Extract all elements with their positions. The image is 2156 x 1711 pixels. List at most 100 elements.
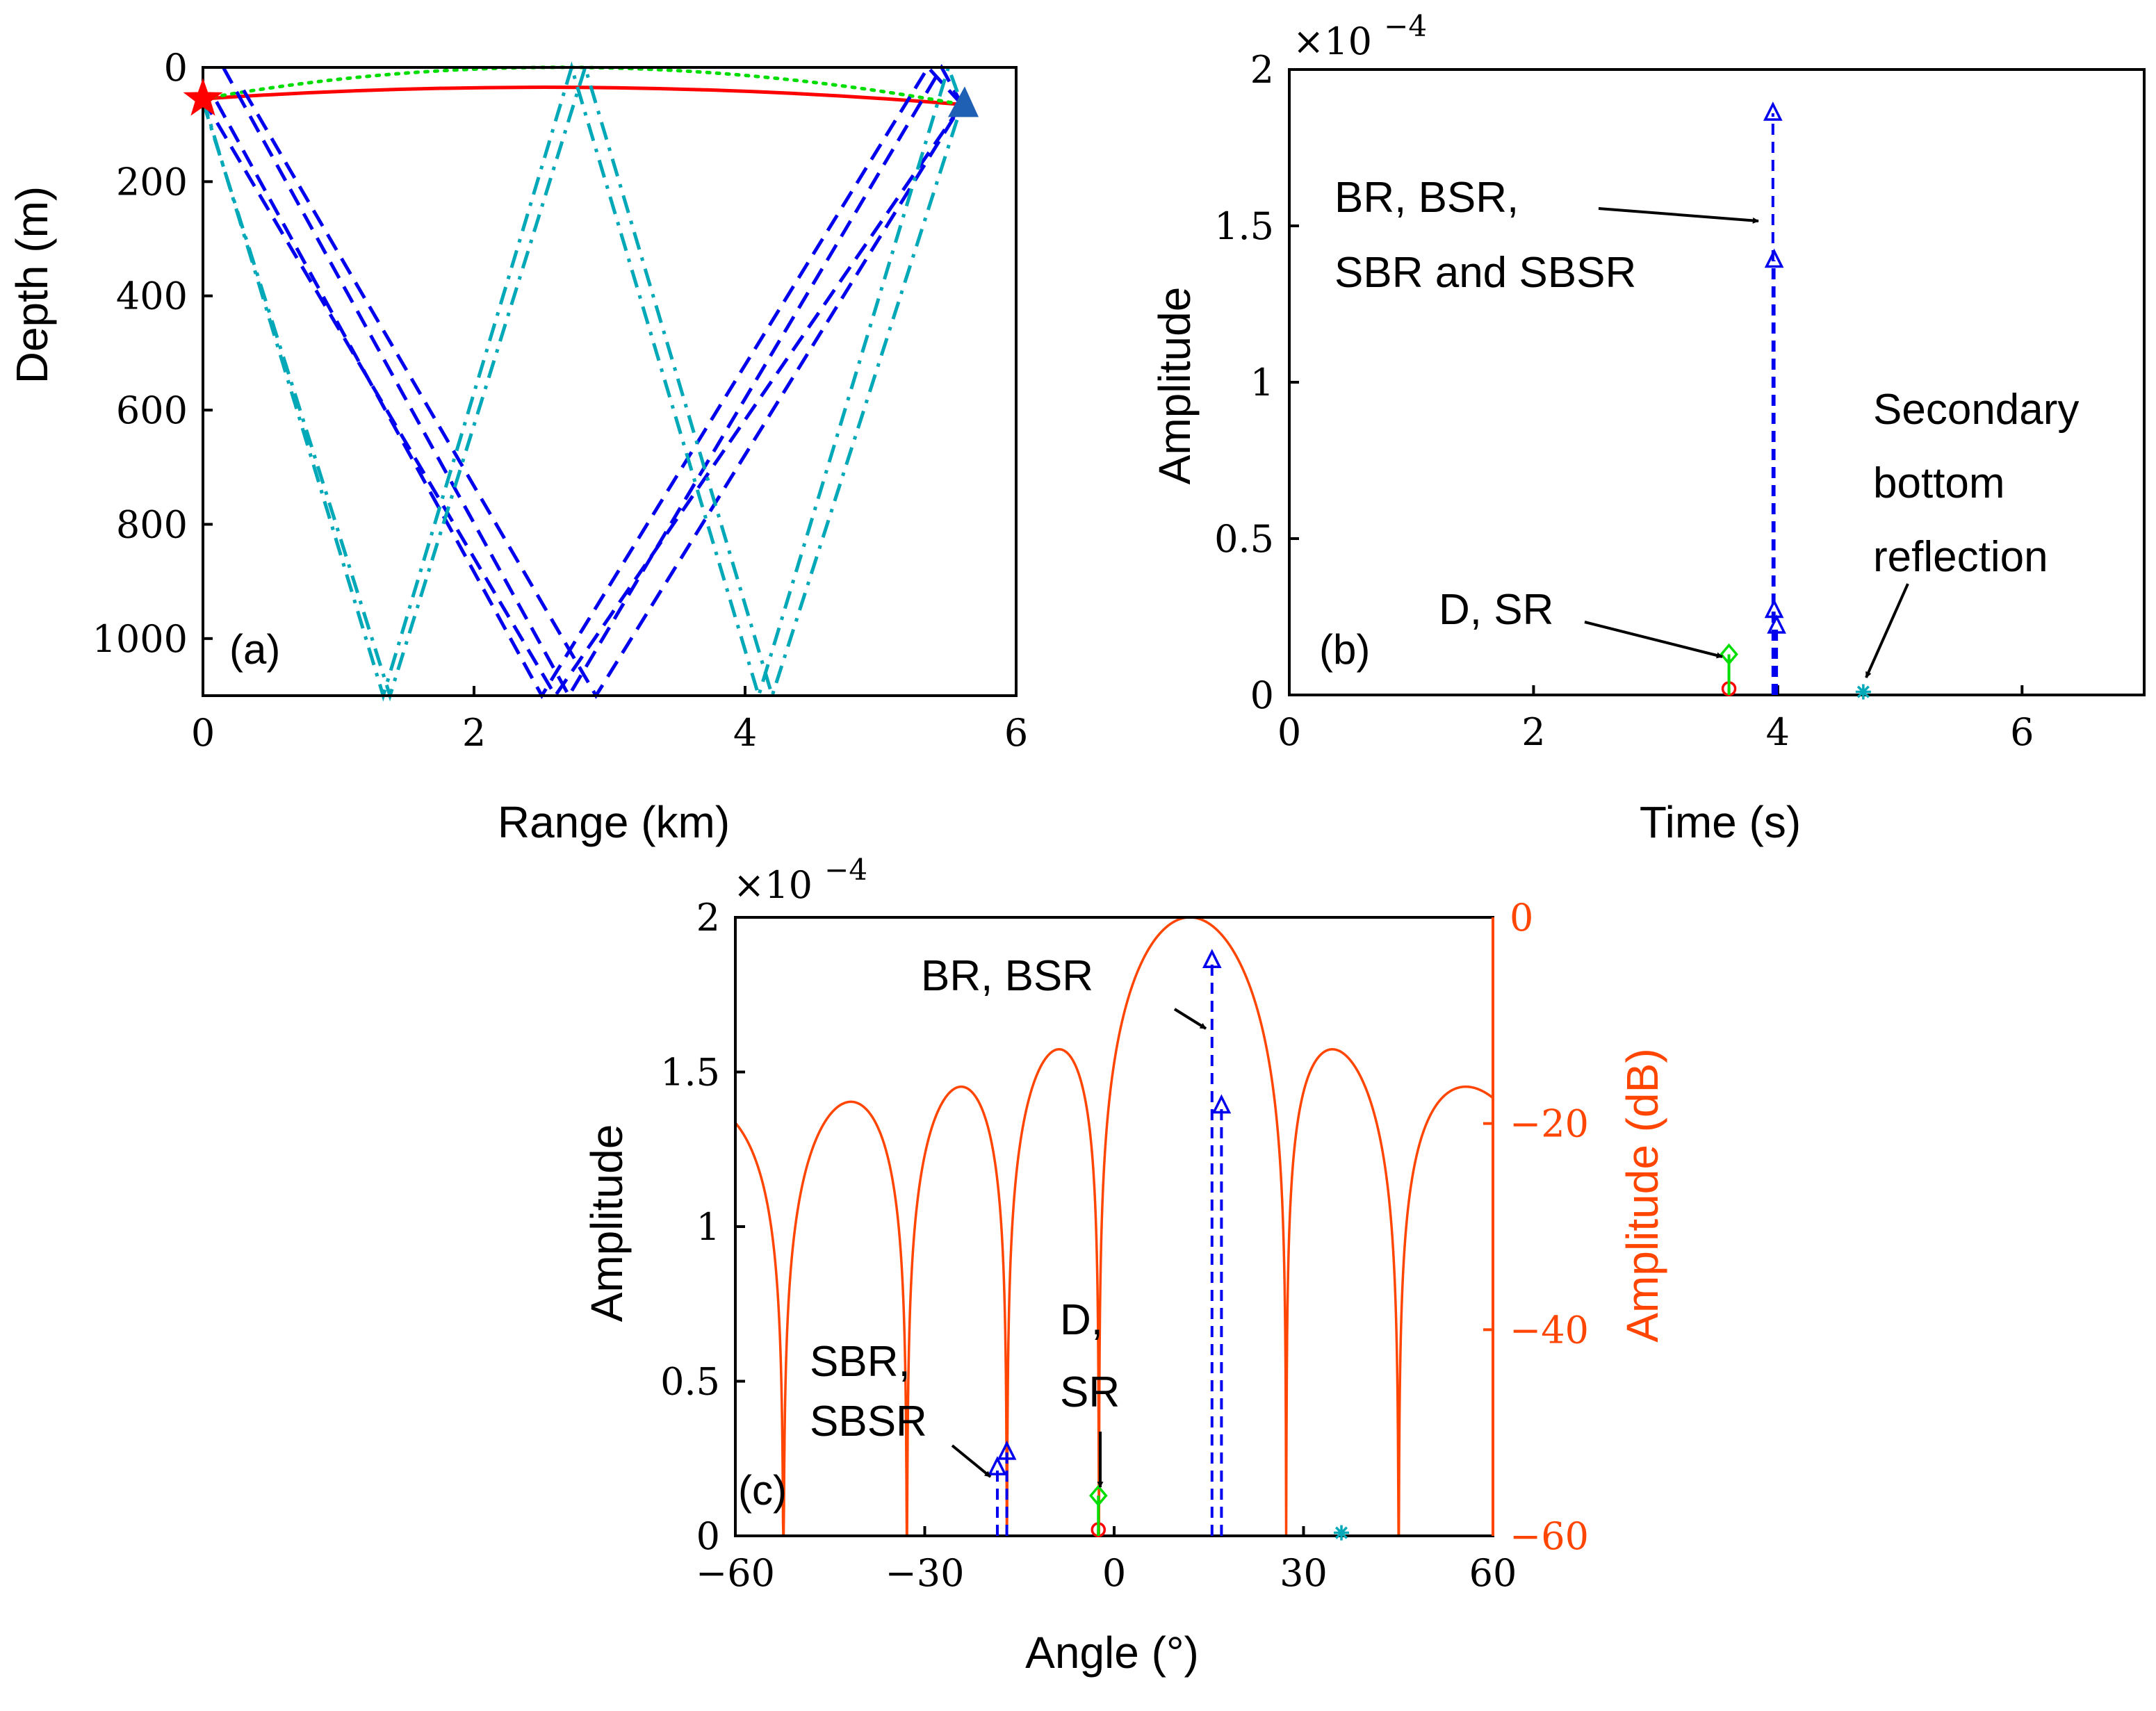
panel-a-ticks: 0 2 4 6 0 200 400 600 800 1000: [92, 46, 1029, 755]
panel-a-ylabel: Depth (m): [7, 186, 57, 384]
panel-b-stems: [1720, 101, 1871, 700]
panel-c-xlabel: Angle (°): [1025, 1628, 1199, 1678]
panel-b-triangle-marker: [1764, 598, 1784, 619]
panel-c-label: (c): [738, 1467, 787, 1514]
source-star-icon: [183, 78, 223, 116]
panel-c-beam-pattern: [734, 916, 1494, 1537]
panel-b-label: (b): [1319, 626, 1370, 673]
panel-b-arrow-secondary: [1865, 583, 1909, 678]
panel-c-diamond-marker: [1088, 1484, 1108, 1507]
panel-a-ray-bottom: [222, 63, 964, 700]
panel-a-axes-box: [202, 66, 1018, 697]
panel-c: Angle (°) Amplitude Amplitude (dB) ×10 −…: [582, 853, 1667, 1678]
panel-b: Time (s) Amplitude ×10 −4 0 2 4 600.511.52 …: [1150, 9, 2146, 847]
panel-c-asterisk-marker: [1334, 1525, 1349, 1541]
panel-b-ytick-label: 2: [1250, 48, 1274, 92]
panel-c-ytick-label: 0: [696, 1514, 720, 1558]
panel-c-arrow-sbr: [951, 1444, 992, 1478]
panel-a-ray-bottom: [242, 89, 964, 699]
panel-c-ylabel: Amplitude: [582, 1124, 632, 1323]
panel-b-annotation-secondary-line1: Secondary: [1873, 386, 2079, 434]
panel-c-ytick-label: 1.5: [660, 1051, 720, 1095]
panel-b-multiplier: ×10 −4: [1293, 9, 1427, 63]
panel-a-ray-surface: [201, 65, 964, 106]
panel-c-ytick-right-label: −40: [1510, 1308, 1589, 1352]
panel-c-xtick-label: 0: [1102, 1551, 1126, 1595]
panel-b-xtick-label: 2: [1521, 710, 1545, 754]
panel-b-multiplier-exp: −4: [1384, 9, 1427, 43]
panel-a-label: (a): [229, 626, 280, 673]
panel-c-ticks: −60 −30 0 30 60 0 0.5 1 1.5 2 0 −20 −40 −60: [660, 896, 1589, 1595]
panel-b-annotation-secondary-line3: reflection: [1873, 533, 2048, 581]
panel-a-ytick-label: 1000: [92, 617, 188, 661]
panel-a-xtick-label: 0: [191, 711, 215, 755]
panel-b-multiplier-base: ×10: [1293, 19, 1372, 63]
panel-b-diamond-marker: [1720, 643, 1738, 666]
panel-c-ytick-right-label: −20: [1510, 1102, 1589, 1146]
panel-a-markers: [183, 78, 979, 117]
panel-b-axes-box: [1288, 68, 2146, 696]
panel-c-annotation-br: BR, BSR: [921, 952, 1093, 1000]
panel-c-triangle-marker: [997, 1440, 1017, 1460]
panel-b-ylabel: Amplitude: [1150, 287, 1200, 485]
panel-a: Range (km) Depth (m) 0 2 4 6 0 200 400 600 800 10…: [7, 46, 1028, 847]
panel-b-annotation-bottom-line1: BR, BSR,: [1334, 174, 1519, 222]
panel-a-xlabel: Range (km): [498, 797, 730, 847]
panel-c-xtick-label: −60: [696, 1551, 775, 1595]
panel-a-ray-sbottom: [201, 61, 964, 702]
panel-b-annotation-bottom: BR, BSR, SBR and SBSR: [1334, 174, 1636, 297]
panel-c-xtick-label: −30: [885, 1551, 965, 1595]
panel-a-ytick-label: 200: [116, 160, 188, 204]
panel-a-ray-sbottom: [201, 61, 964, 702]
panel-c-ytick-label: 2: [696, 896, 720, 940]
panel-a-ray-bottom: [215, 64, 963, 699]
panel-b-triangle-marker: [1767, 614, 1786, 634]
panel-a-ytick-label: 800: [116, 502, 188, 546]
panel-b-ytick-label: 0: [1250, 673, 1274, 717]
panel-c-multiplier: ×10 −4: [733, 853, 867, 907]
panel-c-ytick-label: 0.5: [660, 1360, 720, 1404]
panel-a-ytick-label: 600: [116, 388, 188, 432]
panel-a-ytick-label: 0: [164, 46, 188, 90]
panel-a-rays: [201, 61, 964, 702]
panel-c-multiplier-base: ×10: [733, 863, 812, 907]
panel-c-annotation-sbr-line1: SBR,: [810, 1338, 910, 1386]
panel-c-annotation-d-line2: SR: [1060, 1368, 1120, 1416]
panel-b-ytick-label: 1.5: [1214, 204, 1274, 248]
panel-b-annotation-secondary: Secondary bottom reflection: [1873, 386, 2091, 581]
panel-b-ytick-label: 1: [1250, 361, 1274, 404]
panel-c-xtick-label: 60: [1469, 1551, 1517, 1595]
panel-c-ylabel-right: Amplitude (dB): [1617, 1048, 1667, 1342]
panel-c-stems: [988, 949, 1349, 1541]
panel-b-annotation-direct: D, SR: [1439, 586, 1553, 634]
panel-c-ytick-label: 1: [696, 1205, 720, 1249]
panel-b-xtick-label: 6: [2010, 710, 2034, 754]
panel-b-annotation-secondary-line2: bottom: [1873, 459, 2005, 507]
receiver-triangle-icon: [948, 86, 979, 117]
panel-b-xlabel: Time (s): [1640, 797, 1801, 847]
panel-c-multiplier-exp: −4: [824, 853, 867, 887]
panel-c-ytick-right-label: −60: [1510, 1514, 1589, 1558]
panel-c-arrow-br: [1173, 1008, 1207, 1030]
panel-c-triangle-marker: [988, 1456, 1007, 1475]
panel-b-arrow-bottom: [1598, 207, 1759, 224]
panel-b-arrow-direct: [1584, 621, 1723, 659]
panel-b-triangle-marker: [1764, 248, 1784, 268]
panel-c-triangle-marker: [1202, 949, 1222, 969]
panel-c-triangle-marker: [1211, 1094, 1232, 1114]
panel-b-xtick-label: 4: [1766, 710, 1790, 754]
panel-c-annotation-d: D, SR: [1060, 1296, 1120, 1416]
panel-c-beam-curve: [734, 916, 1494, 1537]
panel-a-ray-bottom: [201, 97, 964, 699]
panel-a-xtick-label: 6: [1004, 711, 1028, 755]
panel-c-annotation-d-line1: D,: [1060, 1296, 1103, 1344]
panel-c-xtick-label: 30: [1280, 1551, 1328, 1595]
panel-a-xtick-label: 4: [733, 711, 757, 755]
panel-c-annotation-sbr: SBR, SBSR: [810, 1338, 927, 1446]
panel-b-triangle-marker: [1763, 101, 1783, 121]
panel-a-xtick-label: 2: [462, 711, 486, 755]
panel-b-annotation-bottom-line2: SBR and SBSR: [1334, 249, 1636, 297]
panel-c-ytick-right-label: 0: [1510, 896, 1533, 940]
panel-b-xtick-label: 0: [1277, 710, 1301, 754]
